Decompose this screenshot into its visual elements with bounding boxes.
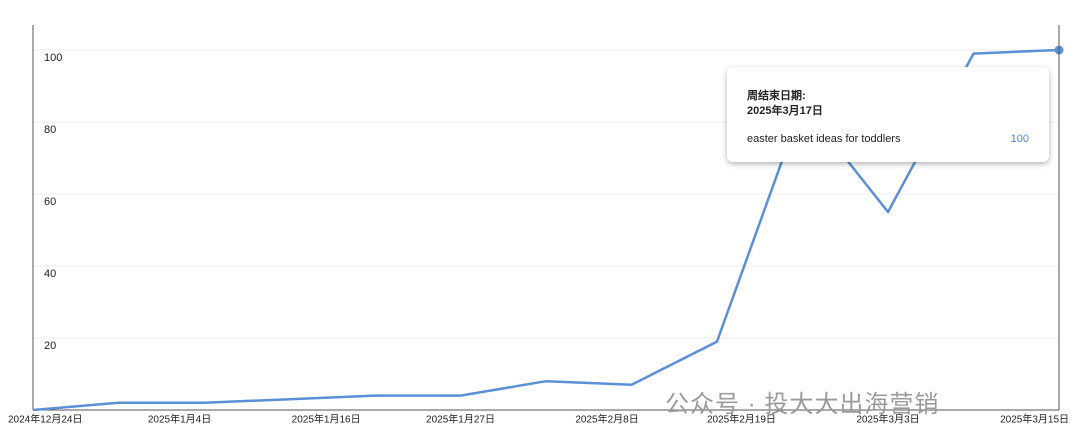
x-tick-label: 2024年12月24日 bbox=[8, 413, 83, 426]
x-tick-label: 2025年3月3日 bbox=[856, 413, 919, 426]
y-tick-label: 40 bbox=[44, 268, 56, 280]
tooltip-date: 2025年3月17日 bbox=[747, 105, 823, 117]
y-tick-label: 100 bbox=[44, 52, 62, 64]
y-tick-label: 60 bbox=[44, 196, 56, 208]
y-tick-label: 20 bbox=[44, 340, 56, 352]
tooltip-value: 100 bbox=[1010, 133, 1029, 145]
tooltip-series: easter basket ideas for toddlers bbox=[747, 133, 901, 145]
x-tick-label: 2025年1月16日 bbox=[292, 413, 361, 426]
y-tick-label: 80 bbox=[44, 124, 56, 136]
tooltip: 周结束日期: 2025年3月17日 easter basket ideas fo… bbox=[727, 67, 1049, 162]
x-tick-label: 2025年2月19日 bbox=[707, 413, 776, 426]
x-tick-label: 2025年2月8日 bbox=[575, 413, 638, 426]
x-tick-label: 2025年1月27日 bbox=[426, 413, 495, 426]
watermark: 公众号 · 投大大出海营销 bbox=[665, 391, 940, 418]
tooltip-row: easter basket ideas for toddlers 100 bbox=[747, 133, 1029, 145]
tooltip-title: 周结束日期: bbox=[747, 90, 806, 102]
line bbox=[32, 48, 1060, 412]
x-tick-label: 2025年1月4日 bbox=[148, 413, 211, 426]
x-tick-label: 2025年3月15日 bbox=[1000, 413, 1069, 426]
